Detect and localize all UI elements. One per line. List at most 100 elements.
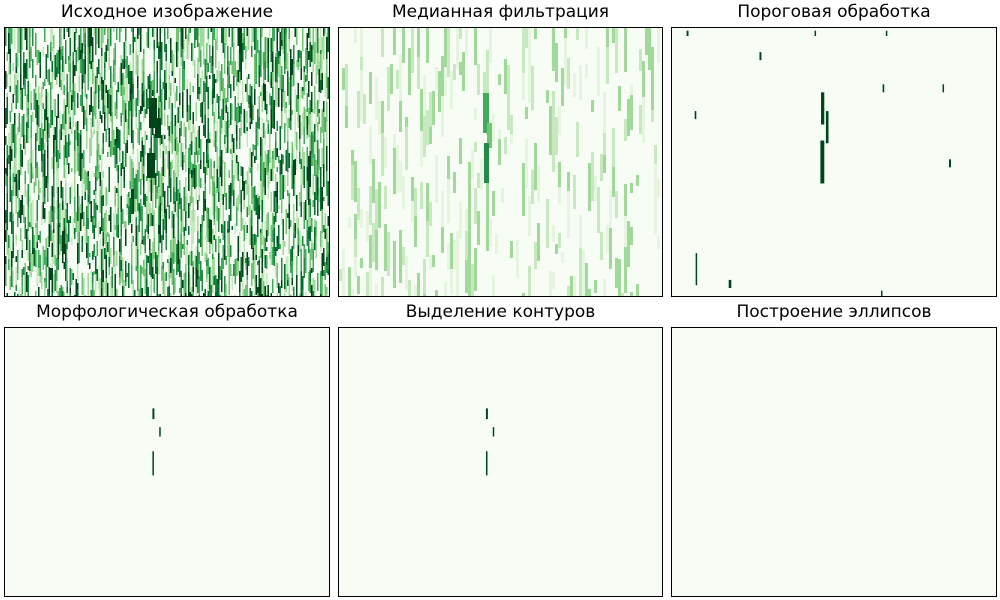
heatmap-cell [96, 119, 98, 131]
heatmap-cell [327, 77, 329, 99]
heatmap-cell [254, 156, 256, 163]
heatmap-cell [245, 258, 247, 263]
heatmap-cell [260, 229, 262, 233]
heatmap-cell [311, 154, 313, 166]
heatmap-cell [83, 150, 85, 168]
heatmap-cell [294, 124, 296, 147]
heatmap-cell [159, 69, 161, 79]
heatmap-cell [284, 49, 286, 61]
heatmap-cell [327, 270, 329, 275]
heatmap-cell [14, 143, 16, 158]
heatmap-cell [179, 180, 181, 193]
heatmap-cell [218, 177, 220, 192]
heatmap-cell [107, 189, 109, 205]
heatmap-cell [77, 184, 79, 191]
heatmap-cell [150, 81, 152, 102]
heatmap-cell [468, 259, 471, 296]
heatmap-cell [357, 276, 360, 294]
heatmap-cell [116, 289, 118, 296]
heatmap-cell [525, 107, 528, 119]
heatmap-cell [44, 197, 46, 204]
heatmap-cell [188, 121, 190, 130]
heatmap-cell [453, 172, 456, 193]
heatmap-cell [62, 287, 64, 291]
heatmap-cell [227, 46, 229, 67]
heatmap-cell [113, 218, 115, 237]
heatmap-cell [135, 169, 137, 174]
heatmap-cell [123, 42, 125, 61]
heatmap-cell [48, 289, 50, 294]
heatmap-cell [23, 135, 25, 149]
heatmap-cell [447, 156, 450, 179]
heatmap-cell [62, 56, 64, 72]
heatmap-cell [615, 191, 618, 218]
heatmap-cell [14, 158, 16, 177]
heatmap-cell [174, 147, 176, 151]
heatmap-cell [51, 243, 53, 249]
heatmap-cell [272, 52, 274, 72]
heatmap-cell [32, 200, 34, 217]
heatmap-cell [174, 173, 176, 192]
heatmap-cell [459, 138, 462, 164]
heatmap-cell [585, 64, 588, 78]
heatmap-cell [287, 190, 289, 196]
heatmap-cell [191, 287, 193, 294]
heatmap-cell [197, 270, 199, 279]
heatmap-cell [297, 83, 299, 99]
heatmap-cell [180, 143, 182, 167]
heatmap-cell [27, 51, 29, 65]
heatmap-cell [624, 216, 627, 247]
heatmap-cell [390, 64, 393, 94]
heatmap-cell [311, 132, 313, 154]
heatmap-cell [101, 84, 103, 100]
heatmap-cell [164, 213, 166, 218]
heatmap-cell [114, 251, 116, 274]
heatmap-cell [201, 28, 203, 46]
heatmap-cell [173, 204, 175, 214]
heatmap-cell [62, 201, 64, 210]
heatmap-cell [48, 294, 50, 296]
heatmap-cell [254, 145, 256, 150]
heatmap-cell [20, 228, 22, 241]
heatmap-cell [231, 142, 233, 160]
heatmap-cell [138, 275, 140, 289]
heatmap-cell [239, 179, 241, 204]
heatmap-cell [384, 224, 387, 271]
heatmap-cell [182, 28, 184, 49]
heatmap-cell [639, 49, 642, 71]
heatmap-cell [197, 28, 199, 47]
heatmap-cell [275, 82, 277, 107]
heatmap-cell [131, 214, 133, 224]
heatmap-cell [198, 94, 200, 101]
heatmap-cell [233, 76, 235, 91]
heatmap-cell [326, 171, 328, 184]
heatmap-cell [128, 65, 130, 84]
heatmap-cell [123, 95, 125, 100]
heatmap-cell [83, 59, 85, 83]
heatmap-cell [303, 208, 305, 229]
heatmap-cell [197, 250, 199, 270]
heatmap-cell [59, 227, 61, 244]
heatmap-cell [264, 151, 266, 162]
heatmap-cell [53, 257, 55, 264]
heatmap-cell [309, 42, 311, 67]
heatmap-cell [51, 211, 53, 222]
heatmap-cell [215, 275, 217, 282]
heatmap-cell [74, 212, 76, 223]
heatmap-cell [315, 221, 317, 237]
heatmap-cell [323, 225, 325, 232]
heatmap-cell [192, 164, 194, 168]
heatmap-cell [249, 84, 251, 96]
heatmap-cell [146, 89, 148, 114]
heatmap-cell [258, 65, 260, 87]
heatmap-cell [288, 118, 290, 128]
heatmap-cell [197, 279, 199, 293]
heatmap-cell [245, 180, 247, 184]
heatmap-cell [30, 103, 32, 110]
heatmap-cell [59, 70, 61, 87]
heatmap-cell [35, 250, 37, 267]
heatmap-cell [20, 28, 22, 53]
heatmap-cell [420, 131, 423, 167]
heatmap-cell [324, 28, 326, 34]
heatmap-cell [62, 129, 64, 136]
